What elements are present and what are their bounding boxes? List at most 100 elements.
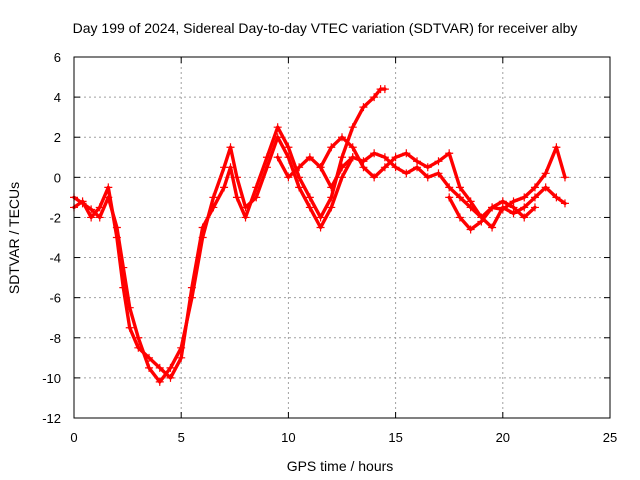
data-point bbox=[402, 149, 411, 158]
series-line bbox=[276, 145, 567, 220]
series-line bbox=[72, 135, 355, 384]
data-point bbox=[530, 183, 539, 192]
x-tick-label: 15 bbox=[388, 430, 402, 445]
data-point bbox=[187, 283, 196, 292]
data-point bbox=[145, 363, 154, 372]
data-point bbox=[541, 169, 550, 178]
data-point bbox=[370, 173, 379, 182]
y-tick-label: 2 bbox=[54, 130, 61, 145]
data-point bbox=[295, 183, 304, 192]
data-point bbox=[209, 203, 218, 212]
data-point bbox=[391, 153, 400, 162]
data-point bbox=[241, 213, 250, 222]
x-tick-label: 0 bbox=[70, 430, 77, 445]
data-point bbox=[466, 225, 475, 234]
data-point bbox=[530, 203, 539, 212]
data-point bbox=[402, 169, 411, 178]
data-point bbox=[119, 283, 128, 292]
data-point bbox=[177, 353, 186, 362]
data-point bbox=[166, 373, 175, 382]
data-point bbox=[380, 163, 389, 172]
data-point bbox=[226, 143, 235, 152]
data-point bbox=[295, 163, 304, 172]
data-point bbox=[434, 169, 443, 178]
x-axis-label: GPS time / hours bbox=[287, 458, 394, 474]
data-point bbox=[112, 233, 121, 242]
series-line bbox=[72, 87, 387, 380]
data-point bbox=[95, 203, 104, 212]
data-point bbox=[95, 213, 104, 222]
data-point bbox=[445, 183, 454, 192]
series-4 bbox=[316, 133, 569, 232]
data-point bbox=[466, 197, 475, 206]
data-point bbox=[338, 163, 346, 172]
data-point bbox=[488, 223, 497, 232]
data-point bbox=[434, 157, 443, 166]
data-point bbox=[338, 153, 346, 162]
data-point bbox=[226, 163, 235, 172]
data-point bbox=[155, 363, 164, 372]
data-point bbox=[348, 143, 357, 152]
data-point bbox=[316, 213, 325, 222]
data-point bbox=[488, 203, 497, 212]
data-point bbox=[104, 183, 113, 192]
data-point bbox=[552, 143, 561, 152]
data-point bbox=[338, 173, 346, 182]
data-point bbox=[262, 153, 271, 162]
data-point bbox=[316, 223, 325, 232]
series-1 bbox=[70, 133, 357, 386]
data-point bbox=[338, 133, 346, 142]
data-point bbox=[455, 183, 464, 192]
data-point bbox=[327, 143, 336, 152]
y-tick-label: -2 bbox=[49, 210, 61, 225]
data-point bbox=[252, 183, 261, 192]
data-point bbox=[305, 153, 314, 162]
x-tick-label: 10 bbox=[281, 430, 295, 445]
data-point bbox=[209, 193, 218, 202]
data-point bbox=[413, 157, 422, 166]
data-point bbox=[477, 217, 486, 226]
data-point bbox=[273, 123, 282, 132]
data-point bbox=[370, 149, 379, 158]
x-tick-label: 5 bbox=[178, 430, 185, 445]
data-point bbox=[273, 153, 282, 162]
data-point bbox=[134, 343, 143, 352]
data-point bbox=[220, 183, 229, 192]
data-point bbox=[348, 123, 357, 132]
data-point bbox=[445, 193, 454, 202]
data-point bbox=[541, 183, 550, 192]
y-tick-label: 6 bbox=[54, 50, 61, 65]
data-point bbox=[78, 197, 87, 206]
plot-frame bbox=[73, 56, 611, 419]
data-point bbox=[348, 153, 357, 162]
data-point bbox=[327, 193, 336, 202]
data-point bbox=[284, 173, 293, 182]
data-point bbox=[520, 193, 529, 202]
data-point bbox=[455, 193, 464, 202]
chart-title: Day 199 of 2024, Sidereal Day-to-day VTE… bbox=[73, 20, 578, 36]
x-tick-label: 20 bbox=[496, 430, 510, 445]
y-tick-label: -4 bbox=[49, 251, 61, 266]
data-point bbox=[520, 203, 529, 212]
y-tick-label: 0 bbox=[54, 170, 61, 185]
data-point bbox=[87, 213, 96, 222]
data-point bbox=[391, 163, 400, 172]
data-point bbox=[560, 173, 569, 182]
data-point bbox=[327, 183, 336, 192]
y-tick-label: -10 bbox=[42, 371, 61, 386]
data-point bbox=[166, 363, 175, 372]
tick-labels: 0 5 10 15 20 25 -12 -10 -8 -6 -4 -2 0 2 4 6 bbox=[42, 50, 617, 445]
data-point bbox=[509, 203, 518, 212]
y-axis-label: SDTVAR / TECUs bbox=[6, 182, 22, 294]
data-point bbox=[155, 377, 164, 386]
data-point bbox=[370, 93, 379, 102]
x-tick-label: 25 bbox=[603, 430, 617, 445]
data-point bbox=[380, 85, 389, 94]
y-tick-label: 4 bbox=[54, 90, 61, 105]
data-point bbox=[198, 223, 207, 232]
data-point bbox=[423, 173, 432, 182]
y-tick-label: -12 bbox=[42, 411, 61, 426]
data-point bbox=[232, 193, 241, 202]
data-point bbox=[445, 149, 454, 158]
